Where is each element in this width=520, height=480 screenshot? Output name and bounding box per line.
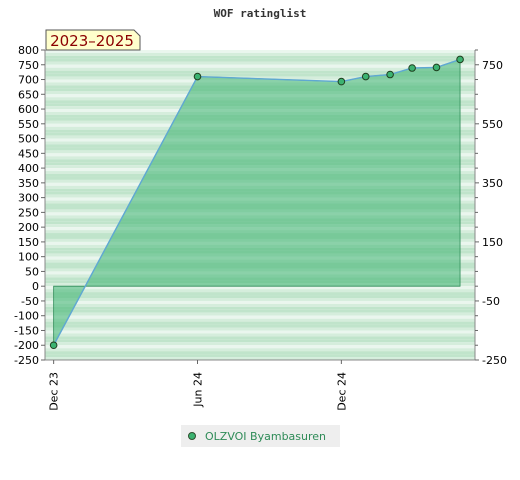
line-layer (53, 58, 461, 346)
grid-band (45, 336, 475, 340)
data-point[interactable] (49, 341, 58, 350)
grid-band (45, 345, 475, 349)
y-left-tick-label: 750 (18, 59, 39, 72)
y-left-tick-label: 450 (18, 147, 39, 160)
y-left-tick-label: -150 (14, 324, 39, 337)
grid-band (45, 330, 475, 334)
grid-band (45, 303, 475, 307)
data-point[interactable] (408, 64, 416, 72)
legend-label: OLZVOI Byambasuren (205, 430, 326, 443)
legend-marker (188, 432, 196, 440)
tick-labels: 8007507006506005505004504003503002502001… (14, 44, 507, 411)
grid-band (45, 306, 475, 310)
series-line (53, 58, 461, 346)
y-right-tick-label: 550 (482, 118, 503, 131)
y-left-tick-label: 50 (25, 265, 39, 278)
y-left-tick-label: 500 (18, 133, 39, 146)
y-right-tick-label: 350 (482, 177, 503, 190)
x-tick-label: Dec 23 (48, 372, 61, 411)
grid-band (45, 295, 475, 298)
x-tick-label: Dec 24 (335, 372, 348, 411)
year-badge: 2023–2025 (45, 29, 141, 51)
grid-band (45, 61, 475, 65)
grid-band (45, 312, 475, 316)
legend[interactable]: OLZVOI Byambasuren (181, 425, 340, 447)
grid-band (45, 58, 475, 62)
grid-band (45, 339, 475, 343)
grid-band (45, 76, 475, 80)
grid-band (45, 73, 475, 77)
data-point[interactable] (193, 72, 202, 81)
y-left-tick-label: 700 (18, 74, 39, 87)
y-left-tick-label: 200 (18, 221, 39, 234)
y-left-tick-label: 350 (18, 177, 39, 190)
y-left-tick-label: -100 (14, 310, 39, 323)
legend-bg (181, 425, 340, 447)
grid-band (45, 300, 475, 304)
grid-band (45, 309, 475, 313)
y-right-tick-label: -50 (482, 295, 500, 308)
grid-band (45, 354, 475, 358)
grid-band (45, 321, 475, 325)
y-left-tick-label: 600 (18, 103, 39, 116)
grid-band (45, 67, 475, 71)
grid-band (45, 286, 475, 290)
year-badge-bg (45, 29, 141, 51)
grid-band (45, 52, 475, 56)
y-left-tick-label: -50 (21, 295, 39, 308)
y-left-tick-label: 800 (18, 44, 39, 57)
grid-band (45, 50, 475, 53)
grid-band (45, 351, 475, 355)
year-badge-label: 2023–2025 (50, 32, 134, 50)
grid-band (45, 324, 475, 328)
grid-band (45, 70, 475, 74)
y-left-tick-label: 550 (18, 118, 39, 131)
grid-band (45, 342, 475, 346)
chart-title: WOF ratinglist (214, 7, 307, 20)
grid-band (45, 327, 475, 331)
grid-band (45, 64, 475, 68)
axes (41, 49, 479, 364)
grid-band (45, 55, 475, 59)
y-left-tick-label: 400 (18, 162, 39, 175)
grid-band (45, 298, 475, 301)
data-point[interactable] (361, 72, 370, 81)
y-left-tick-label: -200 (14, 339, 39, 352)
data-point[interactable] (337, 77, 346, 86)
y-left-tick-label: 650 (18, 88, 39, 101)
y-right-tick-label: -250 (482, 354, 507, 367)
grid-band (45, 315, 475, 319)
y-left-tick-label: 250 (18, 206, 39, 219)
markers (49, 55, 464, 350)
grid-band (45, 318, 475, 322)
data-point[interactable] (432, 63, 441, 72)
grid-band (45, 357, 475, 360)
y-right-tick-label: 750 (482, 59, 503, 72)
data-point[interactable] (386, 70, 394, 79)
x-tick-label: Jun 24 (192, 372, 205, 408)
y-left-tick-label: 150 (18, 236, 39, 249)
y-left-tick-label: 300 (18, 192, 39, 205)
grid-band (45, 348, 475, 352)
y-left-tick-label: 100 (18, 251, 39, 264)
data-point[interactable] (456, 55, 464, 64)
grid-band (45, 333, 475, 337)
grid-band (45, 292, 475, 296)
y-left-tick-label: 0 (32, 280, 39, 293)
grid-band (45, 289, 475, 293)
y-right-tick-label: 150 (482, 236, 503, 249)
y-left-tick-label: -250 (14, 354, 39, 367)
